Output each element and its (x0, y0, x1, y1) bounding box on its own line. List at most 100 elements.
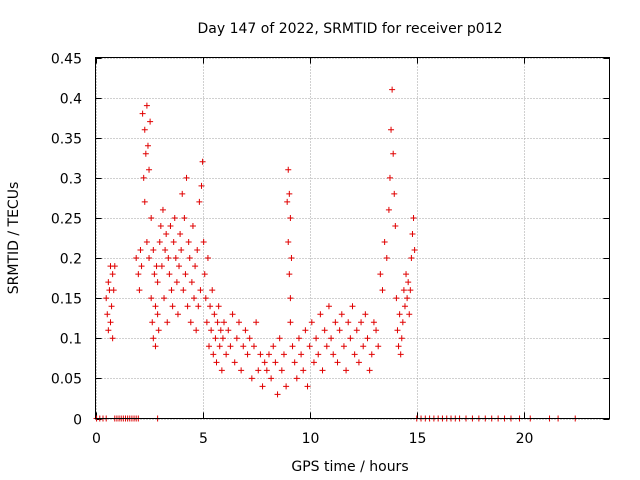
data-point (188, 279, 195, 286)
data-point (250, 343, 257, 350)
data-point (386, 174, 393, 181)
data-point (406, 311, 413, 318)
data-point (157, 222, 164, 229)
data-point (174, 311, 181, 318)
data-point (107, 319, 114, 326)
data-point (208, 327, 215, 334)
data-point (268, 375, 275, 382)
data-point (158, 263, 165, 270)
data-point (221, 319, 227, 326)
data-point (231, 359, 238, 366)
data-point (288, 255, 295, 262)
data-point (146, 166, 153, 173)
data-point (138, 263, 145, 270)
data-point (379, 287, 386, 294)
data-point (176, 263, 183, 270)
data-point (360, 343, 367, 350)
data-point (270, 343, 277, 350)
data-point (180, 287, 187, 294)
data-point (204, 255, 211, 262)
data-point (196, 198, 203, 205)
data-point (173, 279, 180, 286)
data-point (410, 214, 417, 221)
tick-layer: 0 5 10 15 20 0 0.05 0.1 0.15 0.2 0.25 0.3 0.35 0.4 0.4… (51, 52, 610, 447)
data-point (223, 351, 230, 358)
data-point (170, 239, 177, 246)
y-tick-label: 0.1 (60, 332, 82, 348)
data-point (156, 239, 163, 246)
data-point (153, 263, 160, 270)
data-point (304, 383, 311, 390)
data-point (105, 279, 112, 286)
data-point (154, 311, 161, 318)
data-point (238, 367, 245, 374)
data-point (199, 158, 206, 165)
data-point (332, 319, 339, 326)
data-point (295, 335, 302, 342)
data-point (147, 118, 154, 125)
x-tick-label: 5 (199, 431, 208, 447)
data-point (235, 319, 242, 326)
data-point (375, 343, 382, 350)
data-point (194, 247, 201, 254)
data-point (319, 367, 326, 374)
data-point (148, 295, 155, 302)
data-point (207, 303, 214, 310)
data-point (148, 214, 155, 221)
data-point (358, 319, 365, 326)
data-point (165, 255, 172, 262)
data-point (340, 343, 347, 350)
data-point (366, 367, 373, 374)
data-point (343, 367, 350, 374)
data-point (137, 247, 144, 254)
data-point (276, 335, 283, 342)
data-point (214, 319, 221, 326)
data-point (167, 222, 174, 229)
data-point (233, 335, 240, 342)
data-point (287, 295, 294, 302)
data-point (141, 198, 148, 205)
data-point (362, 311, 369, 318)
data-point (313, 335, 320, 342)
x-tick-label: 15 (409, 431, 427, 447)
data-point (390, 150, 397, 157)
data-point (227, 343, 234, 350)
data-point (143, 102, 150, 109)
data-point (272, 359, 279, 366)
data-point (293, 375, 300, 382)
data-point (393, 295, 400, 302)
data-point (351, 351, 358, 358)
chart-title: Day 147 of 2022, SRMTID for receiver p01… (197, 21, 502, 37)
data-point (377, 271, 384, 278)
data-point (198, 182, 205, 189)
data-point (133, 255, 140, 262)
data-point (395, 343, 402, 350)
data-point (242, 327, 249, 334)
data-point (364, 335, 371, 342)
y-tick-label: 0.15 (51, 292, 82, 308)
data-point (391, 190, 398, 197)
data-point (407, 287, 414, 294)
data-point (323, 343, 330, 350)
data-point (183, 174, 190, 181)
data-point (274, 391, 281, 398)
data-point (278, 367, 285, 374)
data-point (405, 279, 412, 286)
data-point (280, 351, 287, 358)
data-point (210, 351, 217, 358)
data-point (184, 303, 191, 310)
data-point (347, 335, 354, 342)
data-point (197, 287, 204, 294)
data-point (400, 287, 407, 294)
data-point (265, 351, 272, 358)
data-point (287, 319, 294, 326)
plot-frame (95, 57, 610, 419)
data-point (284, 198, 291, 205)
data-point (368, 351, 375, 358)
data-point (286, 190, 293, 197)
data-point (310, 359, 317, 366)
data-point (392, 222, 399, 229)
data-point (317, 311, 324, 318)
y-tick-label: 0.05 (51, 372, 82, 388)
y-tick-label: 0.2 (60, 252, 82, 268)
